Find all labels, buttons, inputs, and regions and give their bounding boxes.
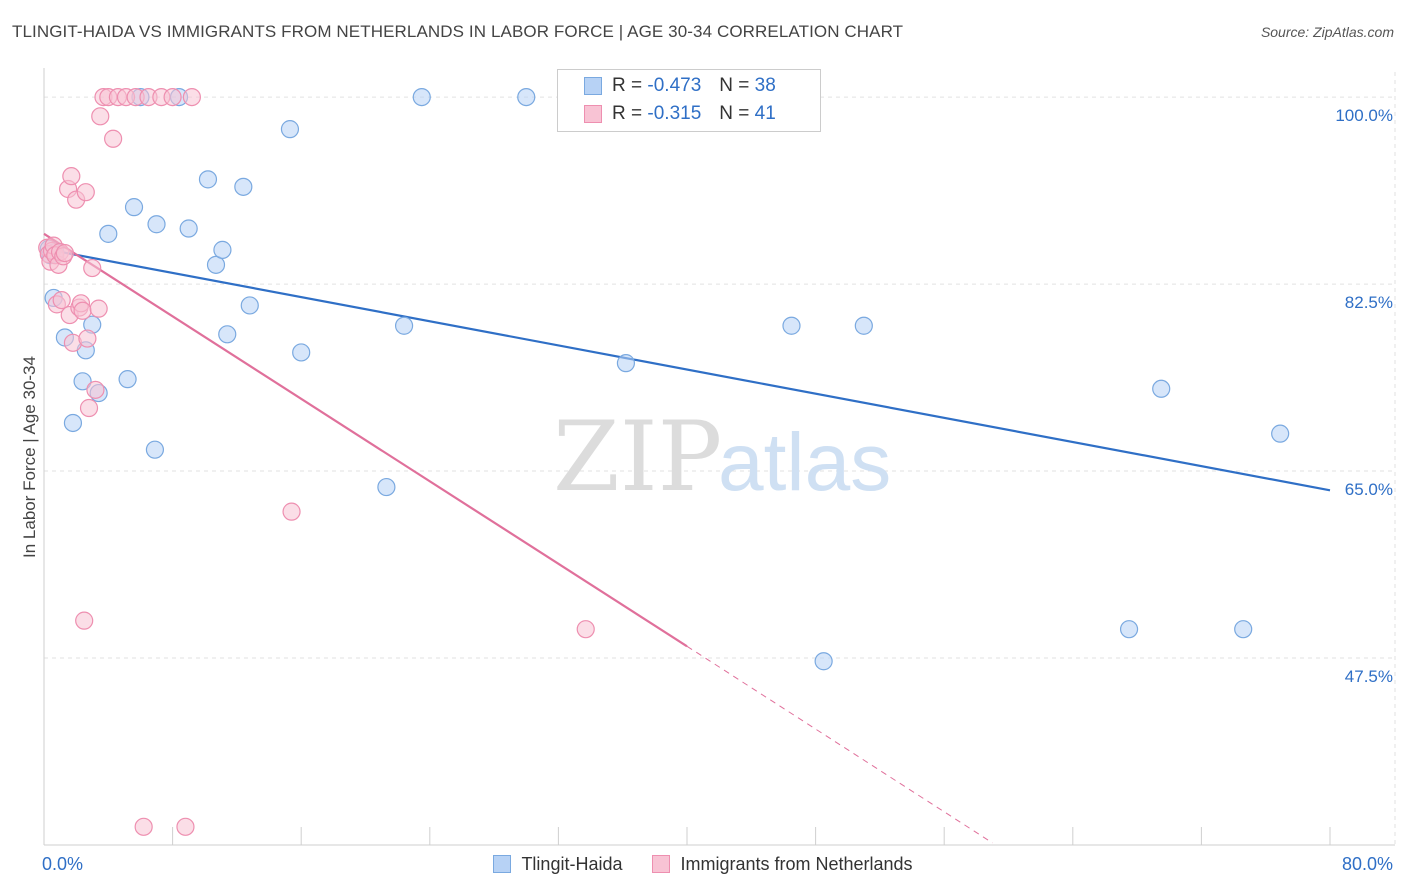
netherlands-point: [62, 167, 81, 186]
tlingit-haida-trend-line: [43, 247, 1331, 492]
netherlands-point: [282, 502, 301, 521]
legend-n-label: N =: [719, 103, 750, 124]
netherlands-point: [55, 243, 74, 263]
legend-n-value: 38: [754, 75, 776, 96]
legend-r-value: -0.315: [647, 103, 702, 124]
series-legend-tlingit-haida[interactable]: Tlingit-Haida: [493, 854, 622, 875]
legend-row-tlingit-haida: R = -0.473 N = 38: [584, 74, 776, 98]
netherlands-point: [104, 129, 123, 148]
tlingit-haida-point: [814, 652, 833, 671]
series-legend-label: Immigrants from Netherlands: [680, 853, 913, 874]
tlingit-haida-point: [616, 354, 636, 373]
netherlands-point: [52, 290, 71, 310]
tick-labels: 47.5% 65.0% 82.5% 100.0% 0.0% 80.0%: [42, 106, 1393, 874]
tlingit-haida-point: [292, 343, 311, 362]
legend-swatch-pink: [584, 105, 602, 123]
chart-source: Source: ZipAtlas.com: [1260, 24, 1394, 40]
series-legend: Tlingit-Haida Immigrants from Netherland…: [0, 852, 1406, 876]
netherlands-point: [176, 817, 195, 836]
y-tick-label: 82.5%: [1345, 293, 1393, 312]
tlingit-haida-point: [412, 87, 431, 107]
axes: [43, 68, 1395, 846]
legend-row-netherlands: R = -0.315 N = 41: [584, 102, 776, 126]
series-legend-netherlands[interactable]: Immigrants from Netherlands: [652, 853, 913, 875]
tlingit-haida-point: [854, 316, 873, 335]
y-tick-label: 65.0%: [1345, 480, 1393, 499]
netherlands-point: [76, 183, 95, 202]
netherlands-point: [89, 299, 108, 318]
netherlands-point: [79, 398, 99, 418]
tlingit-haida-point: [782, 316, 801, 335]
series-swatch-pink: [652, 855, 671, 873]
netherlands-point: [86, 380, 105, 399]
tlingit-haida-point: [517, 87, 536, 107]
tlingit-haida-point: [394, 316, 414, 335]
x-tick-label: 80.0%: [1342, 854, 1393, 874]
tlingit-haida-point: [145, 440, 165, 459]
tlingit-haida-point: [1234, 620, 1253, 639]
tlingit-haida-point: [1152, 379, 1171, 398]
trend-lines: [43, 232, 1331, 844]
netherlands-trend-line: [686, 645, 993, 844]
x-tick-label: 0.0%: [42, 854, 83, 874]
netherlands-point: [73, 301, 92, 320]
netherlands-point: [75, 611, 94, 630]
tlingit-haida-point: [147, 215, 166, 234]
tlingit-haida-point: [73, 372, 92, 391]
series-legend-label: Tlingit-Haida: [521, 853, 623, 874]
y-tick-label: 47.5%: [1345, 667, 1393, 686]
tlingit-haida-point: [124, 198, 144, 217]
tlingit-haida-point: [280, 120, 300, 139]
legend-r-label: R =: [612, 103, 643, 124]
y-tick-label: 100.0%: [1335, 106, 1393, 125]
tlingit-haida-point: [218, 325, 237, 344]
netherlands-point: [182, 87, 201, 107]
tlingit-haida-point: [213, 240, 232, 259]
series-swatch-blue: [493, 855, 512, 873]
tlingit-haida-point: [198, 170, 218, 189]
netherlands-point: [576, 620, 595, 639]
watermark-zip: ZIP: [553, 401, 722, 513]
tlingit-haida-point: [63, 413, 83, 433]
legend-n-value: 41: [754, 103, 776, 124]
legend-swatch-blue: [584, 77, 602, 95]
tlingit-haida-point: [240, 296, 259, 315]
tlingit-haida-point: [206, 255, 226, 274]
netherlands-trend-line: [43, 232, 688, 648]
y-axis-label: In Labor Force | Age 30-34: [20, 356, 39, 558]
tlingit-haida-point: [179, 219, 198, 238]
legend-r-label: R =: [612, 75, 643, 96]
legend-n-label: N =: [719, 75, 750, 96]
netherlands-point: [91, 107, 110, 126]
data-points: [38, 87, 1290, 836]
tlingit-haida-point: [1271, 424, 1290, 443]
legend-r-value: -0.473: [647, 75, 702, 96]
tlingit-haida-point: [377, 477, 396, 497]
tlingit-haida-point: [234, 177, 253, 196]
tlingit-haida-point: [1119, 620, 1139, 639]
correlation-legend: R = -0.473 N = 38 R = -0.315 N = 41: [557, 69, 821, 132]
tlingit-haida-point: [118, 370, 137, 389]
tlingit-haida-point: [99, 224, 118, 243]
netherlands-point: [134, 817, 153, 836]
netherlands-point: [163, 87, 182, 107]
chart-title: TLINGIT-HAIDA VS IMMIGRANTS FROM NETHERL…: [12, 22, 904, 41]
netherlands-point: [83, 258, 102, 278]
netherlands-point: [78, 329, 97, 348]
watermark-atlas: atlas: [718, 417, 891, 508]
